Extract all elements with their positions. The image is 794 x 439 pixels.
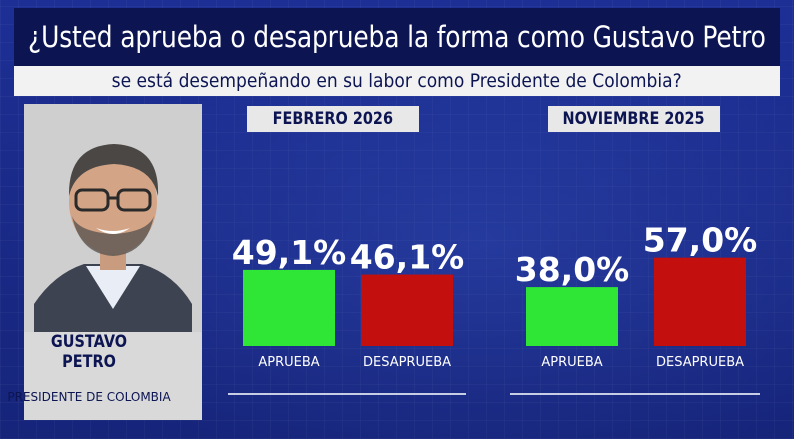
president-name-line2: PETRO [62, 352, 116, 372]
period-label-february-2026-text: FEBRERO 2026 [272, 109, 394, 129]
category-label-desaprueba-november-2025: DESAPRUEBA [656, 355, 744, 370]
bar-desaprueba-november-2025 [654, 257, 746, 346]
period-label-november-2025-text: NOVIEMBRE 2025 [562, 109, 706, 129]
value-label-aprueba-february-2026: 49,1% [232, 233, 347, 272]
value-label-desaprueba-november-2025: 57,0% [643, 221, 758, 260]
president-name: GUSTAVO PETRO [13, 332, 164, 372]
president-photo [24, 104, 202, 332]
category-label-desaprueba-february-2026: DESAPRUEBA [363, 355, 451, 370]
category-label-aprueba-november-2025: APRUEBA [541, 355, 602, 370]
bar-aprueba-february-2026 [243, 269, 335, 346]
question-subtitle: se está desempeñando en su labor como Pr… [111, 70, 683, 92]
period-label-february-2026: FEBRERO 2026 [247, 106, 419, 132]
bar-desaprueba-february-2026 [361, 274, 453, 346]
title-bar: ¿Usted aprueba o desaprueba la forma com… [14, 8, 780, 66]
bar-aprueba-november-2025 [526, 287, 618, 346]
period-label-november-2025: NOVIEMBRE 2025 [548, 106, 720, 132]
category-label-aprueba-february-2026: APRUEBA [258, 355, 319, 370]
portrait-card [24, 104, 202, 420]
president-photo-illustration [24, 104, 202, 332]
subtitle-bar: se está desempeñando en su labor como Pr… [14, 66, 780, 96]
president-role: PRESIDENTE DE COLOMBIA [7, 390, 171, 404]
question-title: ¿Usted aprueba o desaprueba la forma com… [28, 20, 766, 54]
value-label-desaprueba-february-2026: 46,1% [350, 238, 465, 277]
president-name-line1: GUSTAVO [50, 332, 128, 352]
value-label-aprueba-november-2025: 38,0% [515, 250, 630, 289]
